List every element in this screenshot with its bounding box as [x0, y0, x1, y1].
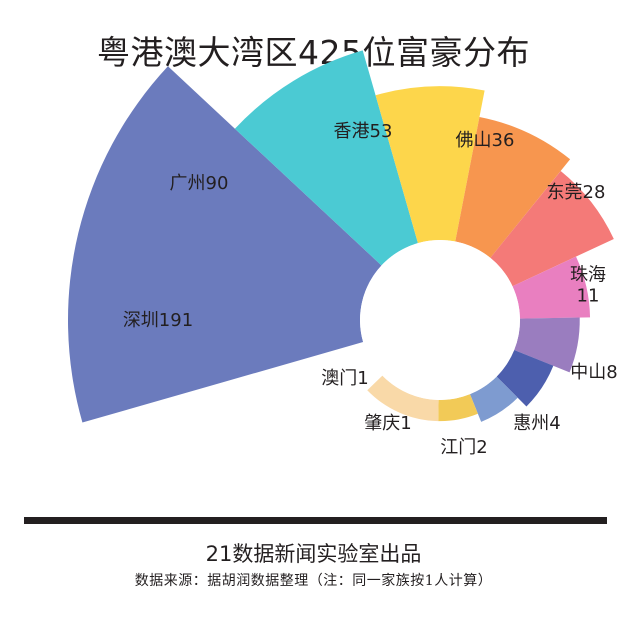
slice-label-7: 中山8 [570, 362, 617, 383]
slice-8 [496, 349, 554, 407]
slice-9 [469, 376, 518, 422]
slice-10 [438, 394, 478, 422]
slice-label-10: 肇庆1 [364, 413, 411, 434]
slice-5 [490, 170, 614, 287]
slice-labels: 深圳191 广州90 香港53 佛山36 东莞28 珠海 11 中山8 惠州4 江门2 肇庆1 澳门1 [123, 121, 618, 458]
slice-1 [67, 66, 382, 423]
inner-hole [360, 240, 520, 400]
slice-label-5: 东莞28 [547, 182, 606, 203]
rose-chart: 深圳191 广州90 香港53 佛山36 东莞28 珠海 11 中山8 惠州4 江门2 肇庆1 澳门1 [67, 50, 618, 458]
slice-label-11: 澳门1 [321, 368, 368, 389]
slice-2 [234, 50, 418, 266]
slice-4 [455, 117, 571, 258]
footer-source: 数据来源：据胡润数据整理（注：同一家族按1人计算） [134, 573, 493, 589]
slice-label-4: 佛山36 [456, 130, 515, 151]
slice-label-9: 江门2 [440, 437, 487, 458]
chart-title: 粤港澳大湾区425位富豪分布 [97, 33, 530, 72]
slice-label-6: 珠海 11 [570, 265, 606, 307]
slice-label-2: 广州90 [170, 173, 229, 194]
slice-label-8: 惠州4 [513, 413, 560, 434]
slice-7 [514, 317, 580, 373]
slice-11 [367, 375, 439, 422]
slice-label-1: 深圳191 [123, 310, 193, 331]
footer-rule [24, 517, 607, 524]
rose-slices [67, 50, 614, 423]
slice-3 [375, 86, 485, 244]
slice-label-3: 香港53 [334, 121, 393, 142]
footer-credit: 21数据新闻实验室出品 [205, 542, 422, 566]
slice-6 [512, 256, 591, 319]
